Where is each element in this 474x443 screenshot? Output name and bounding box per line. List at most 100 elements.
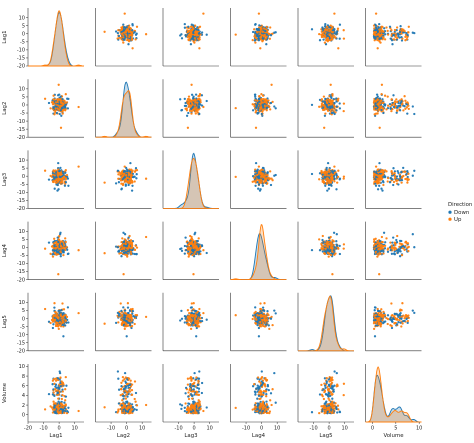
point-down xyxy=(327,236,331,239)
point-down xyxy=(257,37,261,40)
point-up xyxy=(407,31,410,34)
point-down xyxy=(386,250,390,253)
point-down xyxy=(390,252,394,255)
point-up xyxy=(376,98,379,101)
point-up xyxy=(407,249,410,253)
point-down xyxy=(392,105,396,109)
y-tick-label: 5 xyxy=(22,308,25,314)
point-up xyxy=(324,172,327,176)
point-up xyxy=(407,172,410,175)
point-up xyxy=(184,107,187,110)
point-up xyxy=(64,177,67,180)
panel-lag2-vs-lag4 xyxy=(230,79,287,138)
point-down xyxy=(123,251,126,255)
point-up xyxy=(133,248,137,252)
point-up xyxy=(333,12,336,15)
point-down xyxy=(335,233,338,236)
point-up xyxy=(59,181,63,184)
point-down xyxy=(413,246,416,249)
point-down xyxy=(388,25,392,28)
point-up xyxy=(52,247,55,250)
point-down xyxy=(58,311,61,315)
point-up xyxy=(197,237,200,240)
point-down xyxy=(185,114,189,117)
point-up xyxy=(377,247,380,251)
point-down xyxy=(382,111,385,115)
y-tick-label: 0 xyxy=(22,174,25,180)
y-tick-label: -15 xyxy=(17,198,25,204)
point-up xyxy=(59,313,62,317)
point-down xyxy=(335,188,338,191)
point-up xyxy=(381,25,384,29)
point-up xyxy=(265,101,268,105)
point-down xyxy=(58,169,61,173)
point-down xyxy=(62,335,65,338)
point-up xyxy=(253,103,256,106)
point-up xyxy=(198,93,202,96)
point-up xyxy=(390,244,393,247)
point-up xyxy=(50,101,54,104)
point-up xyxy=(190,83,193,86)
point-down xyxy=(338,23,342,26)
point-up xyxy=(125,253,129,257)
point-up xyxy=(51,255,55,258)
point-down xyxy=(55,176,58,179)
point-up xyxy=(332,240,335,243)
point-up xyxy=(329,176,333,179)
point-down xyxy=(395,241,399,244)
point-down xyxy=(66,306,70,309)
point-up xyxy=(326,241,329,245)
point-down xyxy=(322,38,325,41)
point-up xyxy=(119,251,123,255)
point-up xyxy=(190,235,193,239)
point-up xyxy=(376,38,379,42)
y-tick-label: 10 xyxy=(19,158,25,164)
y-tick-label: -5 xyxy=(20,182,25,188)
point-down xyxy=(374,178,377,181)
point-down xyxy=(338,37,341,40)
point-down xyxy=(384,175,387,178)
point-up xyxy=(187,95,191,98)
point-down xyxy=(114,182,118,185)
point-up xyxy=(103,181,106,184)
point-down xyxy=(133,252,136,256)
point-down xyxy=(257,108,260,112)
panel-lag3-vs-lag5 xyxy=(297,150,354,209)
point-down xyxy=(392,94,395,97)
point-down xyxy=(322,241,325,244)
point-up xyxy=(382,183,385,187)
point-up xyxy=(254,99,257,102)
point-down xyxy=(331,169,334,173)
point-up xyxy=(265,25,268,29)
point-down xyxy=(257,183,261,186)
point-up xyxy=(57,273,60,276)
point-down xyxy=(65,321,68,324)
point-up xyxy=(324,112,327,115)
point-down xyxy=(63,104,67,108)
point-down xyxy=(378,240,382,243)
point-down xyxy=(413,31,416,35)
point-up xyxy=(103,30,106,33)
point-down xyxy=(325,166,328,170)
point-up xyxy=(333,180,336,183)
point-up xyxy=(198,247,201,250)
point-up xyxy=(268,37,272,40)
point-down xyxy=(58,233,62,236)
point-down xyxy=(67,184,70,187)
panel-lag2-vs-volume xyxy=(365,79,422,138)
point-up xyxy=(262,108,265,111)
point-down xyxy=(323,175,326,179)
point-down xyxy=(273,174,276,177)
point-up xyxy=(403,29,406,33)
point-up xyxy=(56,243,60,246)
y-tick-label: 10 xyxy=(19,87,25,93)
point-down xyxy=(200,244,204,248)
point-down xyxy=(400,100,403,103)
point-up xyxy=(56,100,60,104)
point-up xyxy=(255,109,258,112)
point-up xyxy=(382,30,385,33)
point-down xyxy=(189,244,193,248)
